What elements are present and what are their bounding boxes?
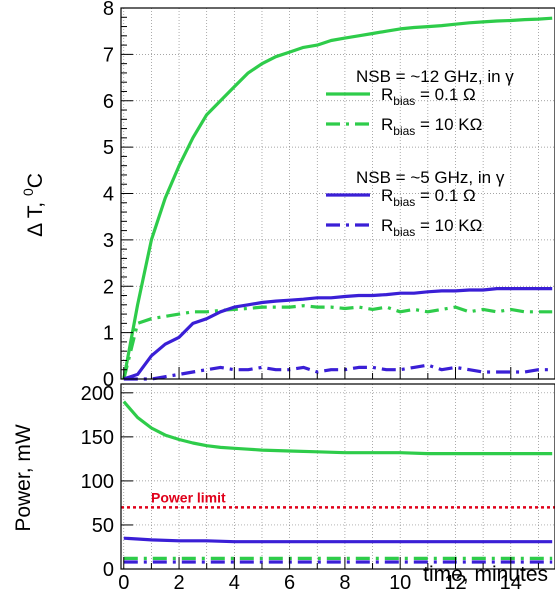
top-series-line-3 — [123, 363, 553, 381]
x-tick-label: 10 — [389, 572, 411, 590]
top-y-tick-label: 2 — [103, 276, 114, 298]
top-y-axis-label-main: Δ T, — [24, 196, 47, 237]
top-series-line-2 — [123, 287, 553, 381]
bottom-series-line-0 — [122, 400, 553, 456]
legend-entries: Rbias = 0.1 Ω Rbias = 10 KΩ Rbias = 0.1 Ω R… — [326, 85, 482, 239]
bottom-y-tick-label: 200 — [81, 383, 114, 405]
top-y-axis-label-tail: C — [24, 173, 47, 188]
x-tick-label: 14 — [500, 572, 522, 590]
top-y-tick-label: 7 — [103, 44, 114, 66]
legend-label-0: Rbias = 0.1 Ω — [381, 85, 476, 108]
top-y-axis-label: Δ T, 0C — [20, 173, 47, 237]
x-axis-label: time, minutes — [423, 563, 548, 586]
top-y-tick-label: 1 — [103, 323, 114, 345]
top-series — [122, 16, 553, 381]
bottom-y-tick-label: 100 — [81, 471, 114, 493]
x-tick-label: 8 — [339, 572, 350, 590]
legend-label-3: Rbias = 10 KΩ — [381, 216, 482, 239]
top-y-tick-label: 0 — [103, 369, 114, 391]
top-y-tick-label: 8 — [103, 0, 114, 20]
top-y-tick-label: 5 — [103, 137, 114, 159]
legend-group1-title: NSB = ~12 GHz, in γ — [356, 67, 514, 86]
top-y-tick-label: 4 — [103, 184, 114, 206]
power-panel: Power limit 0 50 100 150 200 0 2 4 6 8 10 12 14 Pow… — [12, 367, 555, 590]
top-y-tick-label: 6 — [103, 91, 114, 113]
bottom-y-ticks: 0 50 100 150 200 — [81, 383, 133, 581]
top-series-line-1 — [122, 304, 553, 380]
bottom-y-tick-label: 150 — [81, 427, 114, 449]
bottom-series-line-2 — [123, 536, 553, 544]
legend: NSB = ~12 GHz, in γ NSB = ~5 GHz, in γ R… — [326, 67, 514, 239]
top-y-tick-label: 3 — [103, 230, 114, 252]
top-y-ticks: 0 1 2 3 4 5 6 7 8 — [103, 0, 133, 391]
x-ticks: 0 2 4 6 8 10 12 14 — [118, 367, 539, 590]
bottom-plot-frame — [120, 383, 555, 570]
power-limit-label: Power limit — [151, 489, 226, 505]
top-series-line-0 — [122, 16, 553, 380]
x-tick-label: 12 — [444, 572, 466, 590]
bottom-y-tick-label: 0 — [103, 559, 114, 581]
bottom-y-tick-label: 50 — [92, 515, 114, 537]
x-tick-label: 2 — [173, 572, 184, 590]
bottom-series — [122, 400, 553, 564]
x-tick-label: 0 — [118, 572, 129, 590]
legend-group2-title: NSB = ~5 GHz, in γ — [356, 168, 505, 187]
legend-label-2: Rbias = 0.1 Ω — [381, 186, 476, 209]
legend-label-1: Rbias = 10 KΩ — [381, 115, 482, 138]
top-y-axis-label-sup: 0 — [20, 188, 36, 196]
bottom-y-axis-label: Power, mW — [12, 424, 35, 532]
x-tick-label: 6 — [284, 572, 295, 590]
x-tick-label: 4 — [229, 572, 240, 590]
